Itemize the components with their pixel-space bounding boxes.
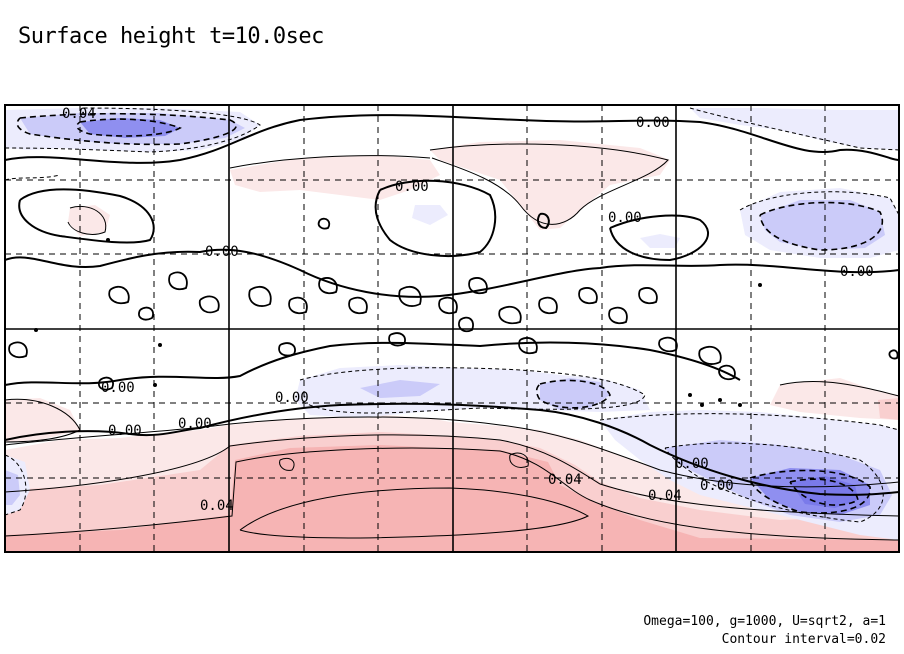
contour-positive <box>509 452 529 468</box>
contour-zero <box>609 214 710 262</box>
model-parameters: Omega=100, g=1000, U=sqrt2, a=1 <box>643 614 886 629</box>
contour-label: 0.00 <box>205 244 239 260</box>
contour-negative <box>299 367 646 414</box>
contour-zero <box>5 402 899 496</box>
contour-label: 0.00 <box>608 210 642 226</box>
contour-positive <box>5 447 899 541</box>
contour-label: 0.00 <box>101 380 135 396</box>
contour-negative <box>689 107 899 151</box>
negative-region <box>540 378 610 410</box>
contour-negative <box>16 112 237 146</box>
contour-negative <box>759 201 884 251</box>
contour-negative <box>5 107 261 153</box>
negative-region <box>412 205 448 225</box>
negative-region <box>80 118 180 138</box>
grid-solid <box>5 105 899 552</box>
contour-label: 0.00 <box>395 179 429 195</box>
contour-positive <box>5 434 899 517</box>
contour-label: 0.04 <box>548 472 582 488</box>
contour-positive <box>229 155 431 169</box>
contour-negative <box>5 454 27 516</box>
contour-label: 0.04 <box>648 488 682 504</box>
contour-positive <box>279 457 295 471</box>
contour-label: 0.04 <box>62 106 96 122</box>
plot-frame <box>4 104 900 553</box>
contour-positive <box>239 487 590 539</box>
contour-label: 0.00 <box>700 478 734 494</box>
contour-zero <box>374 179 497 257</box>
contour-label: 0.00 <box>840 264 874 280</box>
contour-label: 0.00 <box>275 390 309 406</box>
contour-negative <box>535 379 611 409</box>
contour-positive <box>429 143 669 225</box>
contour-labels: 0.04 0.00 0.00 0.00 0.00 0.00 0.00 0.00 0.00 0.00… <box>62 106 874 514</box>
contour-positive <box>5 416 899 488</box>
positive-region <box>5 398 80 442</box>
contour-negative <box>664 442 884 523</box>
positive-region <box>240 485 590 538</box>
chart-title: Surface height t=10.0sec <box>18 24 324 49</box>
positive-region <box>878 398 899 420</box>
contour-negative <box>76 118 182 137</box>
contour-negative <box>739 191 899 216</box>
contour-label: 0.00 <box>108 423 142 439</box>
zero-islands <box>8 217 899 391</box>
contour-negative <box>599 413 899 431</box>
negative-region <box>360 380 440 398</box>
positive-region <box>430 140 670 230</box>
contour-positive <box>5 398 81 443</box>
positive-region <box>230 155 440 200</box>
contour-label: 0.00 <box>178 416 212 432</box>
contour-interval-note: Contour interval=0.02 <box>721 632 886 647</box>
contour-label: 0.04 <box>200 498 234 514</box>
negative-region <box>760 200 885 250</box>
contour-negative <box>5 174 61 181</box>
contour-zero <box>537 212 550 230</box>
contour-positive <box>779 381 899 397</box>
negative-region <box>640 234 680 248</box>
contour-zero <box>5 341 741 386</box>
negative-region <box>5 470 20 505</box>
negative-region <box>690 108 899 150</box>
contour-zero <box>18 188 155 244</box>
contour-label: 0.00 <box>636 115 670 131</box>
contour-label: 0.00 <box>675 456 709 472</box>
contour-lines <box>5 107 899 541</box>
contour-negative <box>749 469 871 514</box>
contour-zero <box>5 114 899 164</box>
zero-dots <box>34 238 762 407</box>
contour-positive <box>67 206 107 235</box>
